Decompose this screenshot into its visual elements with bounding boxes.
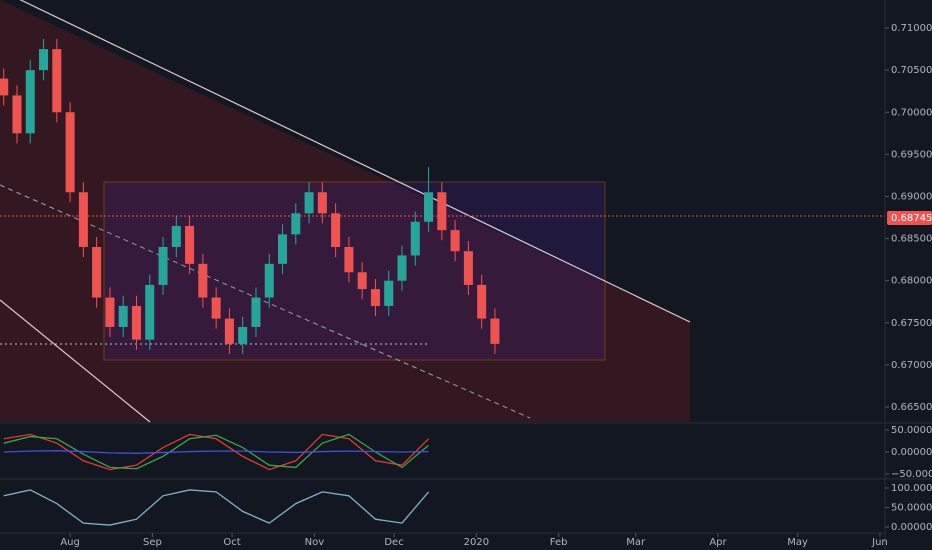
x-tick-label: Nov — [305, 537, 325, 548]
y-tick-label: 100.00000 — [891, 483, 932, 494]
oscillator-line — [3, 433, 430, 471]
candle-body — [384, 280, 394, 306]
candle-body — [118, 305, 128, 328]
candle-body — [145, 284, 155, 340]
range-box — [103, 181, 606, 361]
candle-body — [224, 318, 234, 344]
candle-body — [185, 225, 195, 264]
x-tick-label: Jun — [871, 537, 888, 548]
candle-body — [52, 49, 62, 113]
y-tick-label: 0.00000 — [891, 522, 932, 533]
x-tick-label: Mar — [626, 537, 646, 548]
candle-body — [490, 318, 500, 344]
y-tick-label: 0.69000 — [891, 191, 932, 202]
candle-body — [357, 272, 367, 290]
candle-body — [291, 213, 301, 235]
candle-body — [0, 78, 9, 96]
candle-body — [477, 284, 487, 319]
candle-body — [437, 192, 447, 231]
candle-body — [304, 192, 314, 214]
candle-body — [424, 192, 434, 222]
candle-body — [131, 305, 141, 340]
candle-body — [463, 251, 473, 285]
candle-body — [171, 225, 181, 248]
channel-upper — [19, 0, 691, 323]
candle-body — [92, 247, 102, 298]
x-tick-label: Oct — [223, 537, 240, 548]
channel-mid — [0, 184, 531, 419]
x-tick-label: Dec — [384, 537, 403, 548]
y-tick-label: 0.00000 — [891, 447, 932, 458]
channel-lower — [0, 299, 151, 423]
candle-body — [238, 327, 248, 344]
y-tick-label: 0.68500 — [891, 234, 932, 245]
y-tick-label: 0.71000 — [891, 23, 932, 34]
y-tick-label: 0.68000 — [891, 276, 932, 287]
price-label-box — [887, 210, 932, 225]
y-tick-label: 0.70500 — [891, 65, 932, 76]
candle-body — [344, 247, 354, 273]
y-tick-label: 0.70000 — [891, 107, 932, 118]
x-tick-label: Feb — [550, 537, 568, 548]
candle-body — [450, 230, 460, 252]
candle-body — [278, 234, 288, 264]
candle-body — [397, 255, 407, 281]
x-tick-label: Sep — [143, 537, 162, 548]
shaded-region — [0, 0, 690, 422]
candle-body — [105, 297, 115, 328]
price-label: 0.68745 — [891, 213, 932, 224]
oscillator-line — [3, 489, 430, 526]
oscillator-line — [3, 433, 429, 470]
candle-body — [65, 112, 75, 193]
candle-body — [78, 192, 88, 248]
candle-body — [370, 289, 380, 306]
candle-body — [264, 263, 274, 298]
candle-body — [410, 221, 420, 256]
candle-body — [331, 213, 341, 248]
y-tick-label: −50.00000 — [891, 469, 932, 480]
x-tick-label: 2020 — [464, 537, 489, 548]
candle-body — [158, 247, 168, 285]
y-tick-label: 50.00000 — [891, 425, 932, 436]
candle-body — [317, 192, 327, 214]
candle-body — [198, 263, 208, 298]
y-tick-label: 0.69500 — [891, 149, 932, 160]
candle-body — [12, 95, 22, 134]
candle-body — [211, 297, 221, 319]
candle-body — [251, 297, 261, 328]
y-tick-label: 0.67500 — [891, 318, 932, 329]
x-tick-label: Aug — [60, 537, 80, 548]
y-tick-label: 0.66500 — [891, 402, 932, 413]
x-tick-label: May — [787, 537, 808, 548]
oscillator-line — [3, 450, 429, 454]
x-tick-label: Apr — [709, 537, 727, 548]
candle-body — [39, 49, 49, 71]
candle-body — [25, 70, 35, 134]
y-tick-label: 50.00000 — [891, 503, 932, 514]
y-tick-label: 0.67000 — [891, 360, 932, 371]
